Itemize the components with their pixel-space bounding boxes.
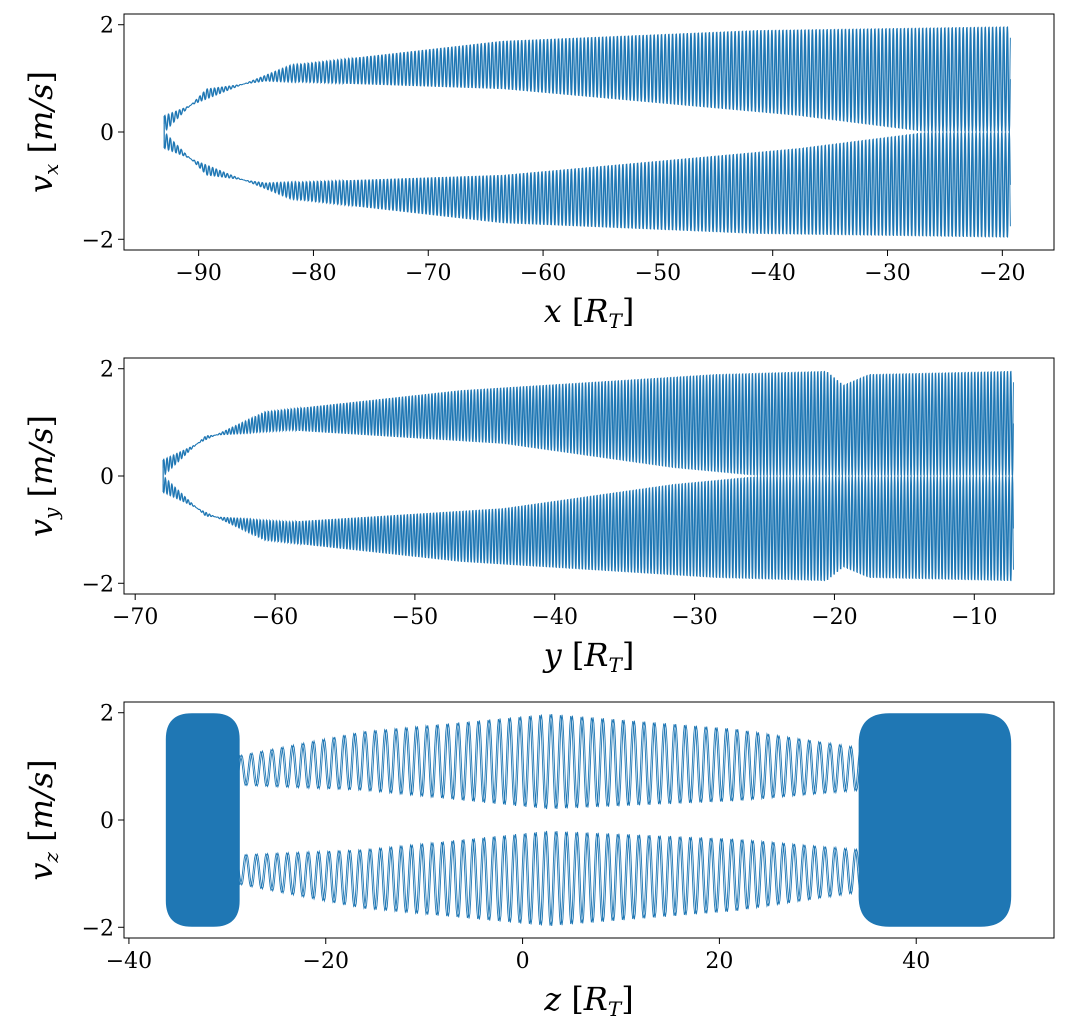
y-tick-label: 2 bbox=[100, 358, 114, 383]
x-tick-label: −80 bbox=[290, 261, 336, 286]
x-tick-label: −70 bbox=[112, 605, 158, 630]
x-tick-label: −40 bbox=[106, 949, 152, 974]
x-tick-label: 20 bbox=[705, 949, 733, 974]
x-tick-label: −50 bbox=[635, 261, 681, 286]
x-tick-label: −70 bbox=[405, 261, 451, 286]
x-tick-label: −60 bbox=[520, 261, 566, 286]
x-tick-label: −40 bbox=[749, 261, 795, 286]
y-tick-label: 2 bbox=[100, 14, 114, 39]
y-axis-label: vx [m/s] bbox=[22, 71, 63, 193]
y-tick-label: 0 bbox=[100, 121, 114, 146]
dense-region-3-2 bbox=[858, 713, 1012, 927]
y-tick-label: −2 bbox=[82, 916, 114, 941]
series-line-2-upper-2 bbox=[162, 371, 1014, 476]
x-tick-label: −20 bbox=[979, 261, 1025, 286]
y-axis-label: vz [m/s] bbox=[22, 759, 63, 880]
series-line-3-upper-1 bbox=[238, 713, 860, 810]
plot-area-2 bbox=[162, 370, 1014, 582]
x-tick-label: 0 bbox=[516, 949, 530, 974]
x-axis-label: y [RT] bbox=[542, 636, 635, 677]
x-axis-label: z [RT] bbox=[543, 980, 633, 1021]
x-tick-label: −30 bbox=[864, 261, 910, 286]
y-tick-label: 0 bbox=[100, 809, 114, 834]
x-axis-label: x [RT] bbox=[544, 292, 635, 333]
series-line-1-lower-2 bbox=[163, 132, 1011, 238]
series-line-2-lower-2 bbox=[162, 476, 1014, 581]
series-line-3-lower-1 bbox=[238, 830, 860, 927]
y-tick-label: 2 bbox=[100, 702, 114, 727]
x-tick-label: −60 bbox=[252, 605, 298, 630]
y-axis-label: vy [m/s] bbox=[22, 415, 63, 537]
series-line-3-lower-2 bbox=[238, 831, 860, 926]
plot-area-1 bbox=[163, 26, 1011, 238]
x-tick-label: 40 bbox=[902, 949, 930, 974]
x-tick-label: −20 bbox=[811, 605, 857, 630]
dense-region-3-1 bbox=[165, 713, 240, 927]
x-tick-label: −90 bbox=[175, 261, 221, 286]
y-tick-label: 0 bbox=[100, 465, 114, 490]
x-tick-label: −40 bbox=[532, 605, 578, 630]
series-line-3-upper-2 bbox=[238, 714, 860, 809]
x-tick-label: −30 bbox=[671, 605, 717, 630]
y-tick-label: −2 bbox=[82, 572, 114, 597]
plot-area-3 bbox=[165, 713, 1012, 927]
x-tick-label: −10 bbox=[951, 605, 997, 630]
series-line-1-upper-2 bbox=[163, 26, 1011, 132]
y-tick-label: −2 bbox=[82, 228, 114, 253]
x-tick-label: −50 bbox=[392, 605, 438, 630]
x-tick-label: −20 bbox=[303, 949, 349, 974]
